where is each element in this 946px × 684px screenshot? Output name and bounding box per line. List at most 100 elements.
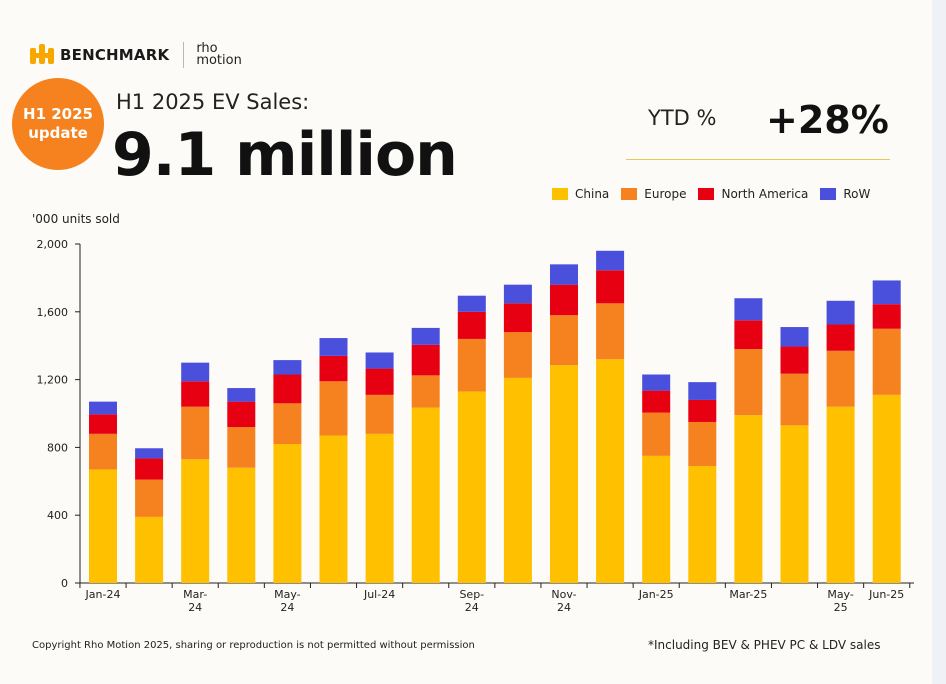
bar-europe-jan-25 [642,412,671,456]
badge-line2: update [28,124,88,142]
bar-row-oct-24 [503,284,532,304]
bar-europe-jun-25 [872,328,901,395]
bar-china-aug-24 [411,407,440,583]
bar-china-oct-24 [503,377,532,583]
bar-europe-oct-24 [503,332,532,378]
bar-china-feb-24 [135,516,164,583]
bar-row-sep-24 [457,295,486,312]
bar-europe-mar-24 [181,406,210,460]
bar-europe-apr-24 [227,427,256,468]
ytd-label: YTD % [648,106,717,130]
bar-china-feb-25 [688,466,717,583]
legend-label: China [575,187,610,201]
bar-row-aug-24 [411,327,440,345]
page-subtitle: H1 2025 EV Sales: [116,90,310,114]
y-tick-label: 800 [47,441,68,454]
window-edge [932,0,946,684]
bar-china-jun-25 [872,394,901,583]
benchmark-logo-text: BENCHMARK [60,46,170,64]
x-tick-label: Mar-25 [729,588,767,601]
bar-row-jul-24 [365,352,394,369]
bar-north-america-may-24 [273,374,302,404]
legend-swatch [552,188,568,200]
legend-swatch [698,188,715,200]
legend-swatch [621,188,638,200]
bar-north-america-oct-24 [503,303,532,333]
x-tick-label: Jan-24 [85,588,121,601]
bar-europe-apr-25 [780,373,809,426]
bar-china-apr-24 [227,467,256,583]
legend-label: North America [721,187,809,201]
legend-item-europe: Europe [621,187,686,201]
legend-label: RoW [843,187,871,201]
bar-row-apr-24 [227,388,256,402]
x-tick-label: Nov- [551,588,576,601]
ytd-value: +28% [766,98,889,142]
bar-row-dec-24 [596,250,625,271]
bar-europe-dec-24 [596,303,625,360]
bar-row-mar-24 [181,362,210,382]
bar-north-america-mar-25 [734,320,763,350]
bar-row-mar-25 [734,298,763,321]
legend-item-china: China [552,187,609,201]
bar-north-america-mar-24 [181,381,210,407]
x-tick-label: Jul-24 [363,588,395,601]
bar-north-america-jun-24 [319,355,348,382]
x-tick-label: 24 [465,601,479,614]
y-tick-label: 2,000 [37,238,69,251]
bar-row-feb-25 [688,382,717,400]
x-tick-label: Mar- [183,588,207,601]
bar-china-nov-24 [550,365,578,583]
bar-north-america-apr-24 [227,401,256,428]
bar-china-jul-24 [365,433,394,583]
update-badge: H1 2025 update [12,78,104,170]
brand-logos: BENCHMARK rho motion [30,42,242,68]
bar-europe-feb-25 [688,421,717,467]
y-tick-label: 0 [61,577,68,590]
legend-swatch [820,188,837,200]
legend-item-row: RoW [820,187,870,201]
bar-row-jun-25 [872,280,901,305]
bar-north-america-aug-24 [411,344,440,376]
bar-china-jun-24 [319,435,348,583]
bar-china-mar-25 [734,415,763,583]
bar-row-may-24 [273,360,302,375]
rho-motion-logo: rho motion [196,42,242,68]
bar-north-america-feb-24 [135,458,164,480]
bar-row-may-25 [826,300,855,325]
x-tick-label: May- [827,588,854,601]
bar-china-may-25 [826,406,855,583]
ytd-underline [626,159,890,160]
bar-row-jun-24 [319,338,348,356]
bar-europe-mar-25 [734,349,763,416]
logo-divider [183,42,185,68]
badge-line1: H1 2025 [23,105,93,123]
bar-north-america-apr-25 [780,346,809,374]
bar-north-america-nov-24 [550,284,578,316]
bar-europe-may-24 [273,403,302,445]
y-tick-label: 400 [47,509,68,522]
bar-china-sep-24 [457,391,486,583]
bar-europe-nov-24 [550,315,578,366]
y-tick-label: 1,600 [37,306,69,319]
x-tick-label: Jun-25 [868,588,904,601]
y-axis-label: '000 units sold [32,212,120,226]
rho-motion-logo-line2: motion [196,53,242,68]
legend-label: Europe [644,187,687,201]
bar-north-america-feb-25 [688,399,717,422]
bar-north-america-jul-24 [365,368,394,395]
bar-china-jan-25 [642,455,671,583]
bar-row-jan-24 [89,401,117,415]
bar-china-dec-24 [596,359,625,583]
x-tick-label: 25 [834,601,848,614]
bar-europe-jan-24 [89,433,117,470]
x-tick-label: May- [274,588,301,601]
footnote: *Including BEV & PHEV PC & LDV sales [648,638,881,652]
x-tick-label: 24 [557,601,571,614]
x-tick-label: 24 [280,601,294,614]
bar-europe-aug-24 [411,375,440,408]
bar-north-america-dec-24 [596,270,625,304]
bar-china-apr-25 [780,425,809,583]
